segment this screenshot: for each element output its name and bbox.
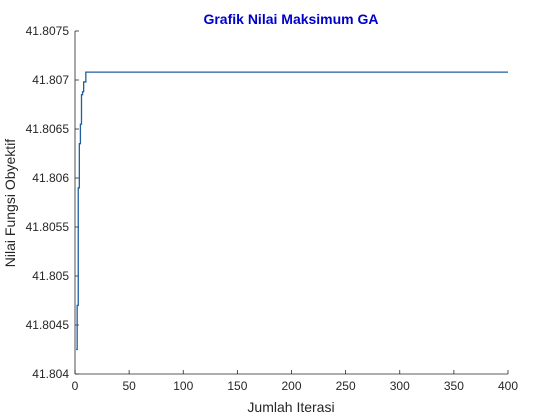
- x-tick-label: 300: [390, 379, 410, 393]
- x-tick-label: 250: [336, 379, 356, 393]
- x-tick-label: 350: [444, 379, 464, 393]
- y-tick-label: 41.8045: [26, 318, 70, 332]
- y-tick-label: 41.8075: [26, 24, 70, 38]
- plot-background: [75, 31, 508, 374]
- x-axis-label: Jumlah Iterasi: [247, 399, 334, 415]
- y-tick-label: 41.807: [32, 73, 69, 87]
- y-tick-label: 41.8065: [26, 122, 70, 136]
- y-tick-label: 41.804: [32, 367, 69, 381]
- x-tick-label: 0: [72, 379, 79, 393]
- series-layer: [76, 71, 508, 351]
- x-tick-label: 150: [227, 379, 247, 393]
- x-tick-label: 100: [173, 379, 193, 393]
- x-tick-label: 200: [281, 379, 301, 393]
- x-tick-label: 50: [122, 379, 136, 393]
- x-tick-label: 400: [498, 379, 518, 393]
- series-line: [76, 71, 508, 351]
- y-tick-label: 41.8055: [26, 220, 70, 234]
- chart-title: Grafik Nilai Maksimum GA: [203, 11, 378, 27]
- y-axis-label: Nilai Fungsi Obyektif: [2, 139, 18, 267]
- y-tick-label: 41.806: [32, 171, 69, 185]
- plot-area: [74, 31, 508, 375]
- y-tick-label: 41.805: [32, 269, 69, 283]
- axis-ticks: 0 50 100 150 200 250 300 350 400 41.804 41.8045 41.…: [26, 24, 519, 393]
